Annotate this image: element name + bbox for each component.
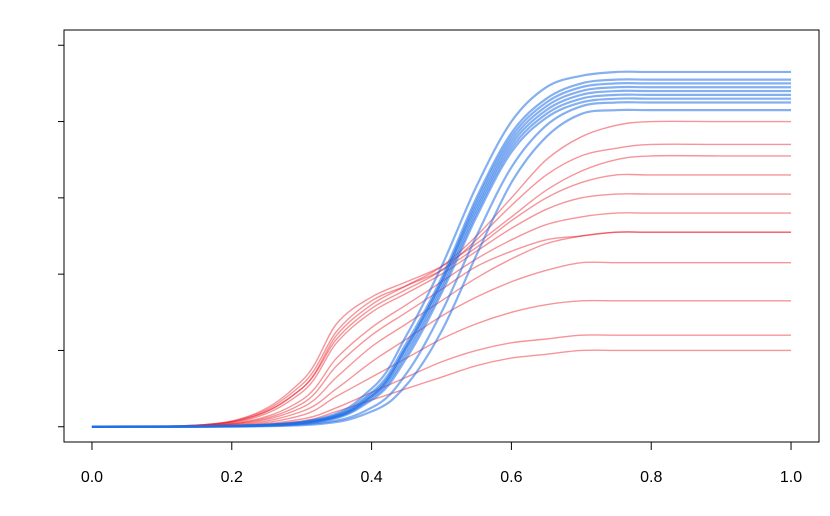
blue-curve-20: [91, 93, 792, 428]
blue-curve-15: [91, 85, 792, 428]
x-axis: 0.0 0.2 0.4 0.6 0.8 1.0: [81, 441, 802, 486]
blue-curve-13: [91, 78, 792, 428]
blue-curve-18: [91, 108, 792, 428]
x-tick-label: 0.2: [221, 469, 243, 486]
y-axis: [58, 44, 65, 428]
blue-curve-17: [91, 70, 792, 428]
red-curve-4: [91, 212, 792, 428]
red-curve-1: [91, 120, 792, 428]
x-tick-label: 0.6: [500, 469, 522, 486]
red-curve-5: [91, 231, 792, 428]
red-curve-7: [91, 299, 792, 428]
x-tick-label: 0.8: [640, 469, 662, 486]
curves-layer: [91, 70, 792, 428]
x-tick-label: 0.0: [81, 469, 103, 486]
red-curve-6: [91, 261, 792, 428]
blue-curve-12: [91, 89, 792, 428]
blue-curve-16: [91, 101, 792, 428]
x-tick-label: 0.4: [360, 469, 382, 486]
red-curve-8: [91, 334, 792, 428]
red-curve-2: [91, 193, 792, 428]
x-tick-label: 1.0: [780, 469, 802, 486]
blue-curve-19: [91, 82, 792, 428]
red-curve-11: [91, 231, 792, 428]
